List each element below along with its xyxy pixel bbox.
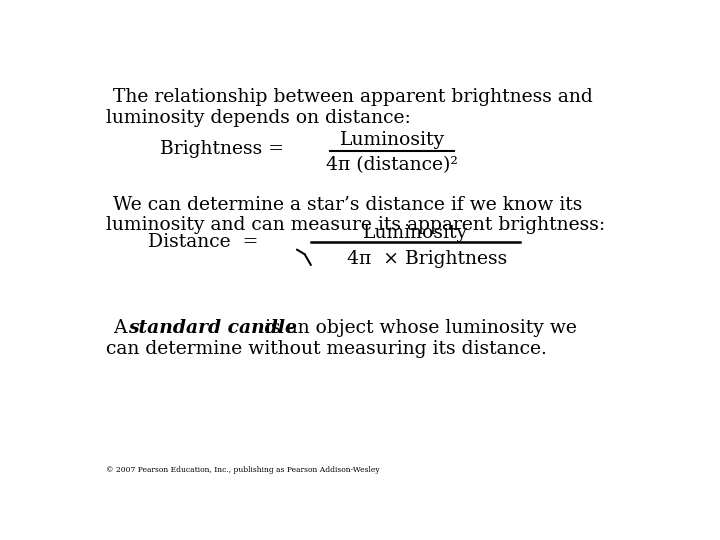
Text: can determine without measuring its distance.: can determine without measuring its dist… (106, 340, 546, 359)
Text: Brightness =: Brightness = (160, 140, 289, 159)
Text: is an object whose luminosity we: is an object whose luminosity we (259, 319, 577, 337)
Text: 4π  × Brightness: 4π × Brightness (347, 250, 508, 268)
Text: © 2007 Pearson Education, Inc., publishing as Pearson Addison-Wesley: © 2007 Pearson Education, Inc., publishi… (106, 467, 379, 475)
Text: The relationship between apparent brightness and: The relationship between apparent bright… (113, 88, 593, 106)
Text: We can determine a star’s distance if we know its: We can determine a star’s distance if we… (113, 195, 582, 214)
Text: standard candle: standard candle (128, 319, 297, 337)
Text: A: A (113, 319, 132, 337)
Text: luminosity and can measure its apparent brightness:: luminosity and can measure its apparent … (106, 217, 605, 234)
Text: Distance  =: Distance = (148, 233, 258, 251)
Text: 4π (distance)²: 4π (distance)² (326, 156, 458, 174)
Text: Luminosity: Luminosity (340, 131, 445, 149)
Text: Luminosity: Luminosity (363, 224, 468, 242)
Text: luminosity depends on distance:: luminosity depends on distance: (106, 109, 410, 127)
